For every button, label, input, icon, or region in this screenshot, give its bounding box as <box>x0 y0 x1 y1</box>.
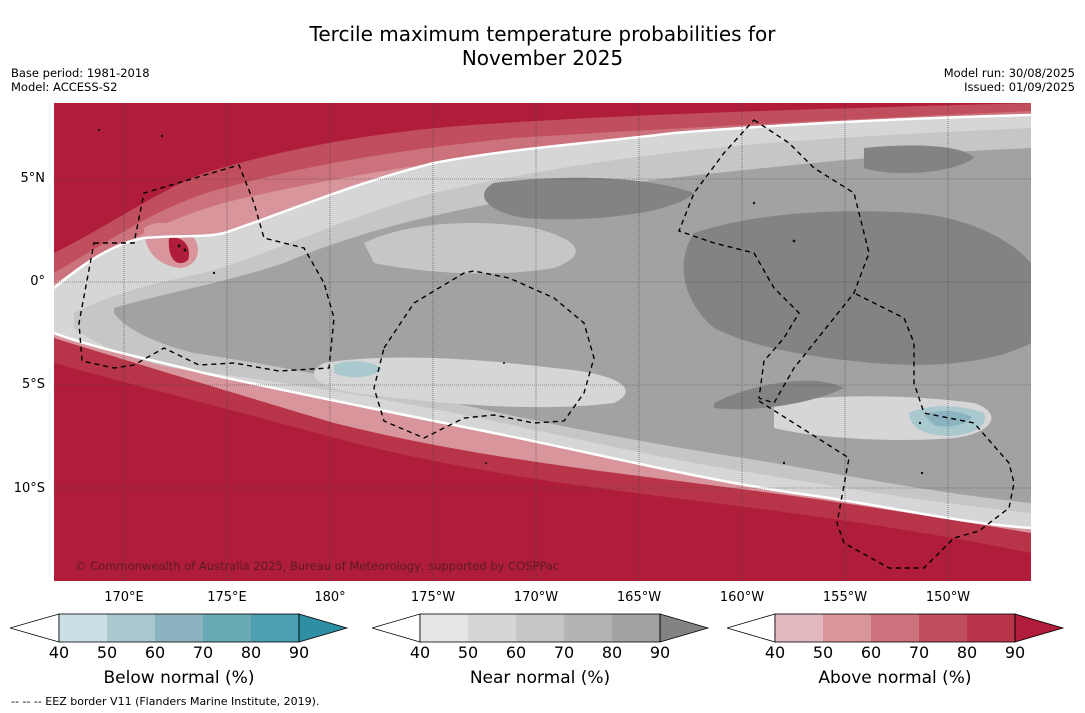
above-band-90 <box>54 363 1031 581</box>
title-line-1: Tercile maximum temperature probabilitie… <box>309 22 776 46</box>
copyright-credit: © Commonwealth of Australia 2025, Bureau… <box>75 559 560 573</box>
above-blob-inner <box>168 237 190 264</box>
islands <box>97 128 924 475</box>
tick-below-90: 90 <box>288 643 310 662</box>
colorbar-swatch <box>155 614 203 642</box>
colorbar-swatch <box>298 613 349 643</box>
lon-label-165w: 165°W <box>616 590 662 605</box>
near-band-90-north <box>484 177 694 220</box>
title-line-2: November 2025 <box>461 46 624 70</box>
lon-label-170w: 170°W <box>513 590 559 605</box>
probability-map <box>54 103 1031 581</box>
lon-label-150w: 150°W <box>925 590 971 605</box>
colorbar-swatch <box>919 614 967 642</box>
lat-label-5s: 5°S <box>21 377 45 392</box>
colorbar-swatch <box>871 614 919 642</box>
colorbar-swatch <box>107 614 155 642</box>
colorbar-swatch <box>775 614 823 642</box>
colorbar-swatch <box>420 614 468 642</box>
near-band-60-patch <box>364 223 576 274</box>
meta-right: Model run: 30/08/2025 Issued: 01/09/2025 <box>944 66 1075 94</box>
colorbar-swatch <box>564 614 612 642</box>
colorbar-swatch <box>59 614 107 642</box>
lon-label-155w: 155°W <box>822 590 868 605</box>
colorbar-swatch <box>251 614 299 642</box>
eez-west <box>78 164 335 372</box>
tick-below-50: 50 <box>96 643 118 662</box>
tick-below-80: 80 <box>240 643 262 662</box>
lat-label-5n: 5°N <box>20 171 46 186</box>
lon-label-175w: 175°W <box>410 590 456 605</box>
lon-label-170e: 170°E <box>104 590 144 605</box>
tick-above-70: 70 <box>908 643 930 662</box>
map-title: Tercile maximum temperature probabilitie… <box>0 22 1085 70</box>
contour-south <box>54 331 1031 530</box>
below-normal-patch-west <box>334 361 382 378</box>
tick-above-90: 90 <box>1004 643 1026 662</box>
colorbar-swatch <box>1014 613 1065 643</box>
colorbar-swatch <box>516 614 564 642</box>
tick-below-40: 40 <box>48 643 70 662</box>
tick-above-50: 50 <box>812 643 834 662</box>
colorbar-swatch <box>612 614 660 642</box>
colorbar-above-normal <box>727 613 1065 643</box>
contour-north <box>54 113 1031 289</box>
colorbar-swatch <box>659 613 710 643</box>
issued-date: Issued: 01/09/2025 <box>964 80 1075 94</box>
tick-below-70: 70 <box>192 643 214 662</box>
tick-near-70: 70 <box>553 643 575 662</box>
colorbar-label-near: Near normal (%) <box>469 668 611 688</box>
tick-near-90: 90 <box>649 643 671 662</box>
tick-above-60: 60 <box>860 643 882 662</box>
tick-below-60: 60 <box>144 643 166 662</box>
lon-label-175e: 175°E <box>207 590 247 605</box>
model-run: Model run: 30/08/2025 <box>943 66 1075 80</box>
colorbar-swatch <box>967 614 1015 642</box>
tick-near-40: 40 <box>409 643 431 662</box>
near-band-90-east <box>683 211 1031 365</box>
eez-borders <box>78 119 1015 569</box>
lon-label-180: 180° <box>314 590 346 605</box>
colorbar-swatch <box>468 614 516 642</box>
near-band-90-ne <box>864 145 974 174</box>
colorbar-label-above: Above normal (%) <box>818 668 972 688</box>
eez-east-north <box>678 119 870 404</box>
colorbar-swatch <box>823 614 871 642</box>
tick-near-60: 60 <box>505 643 527 662</box>
lat-label-10s: 10°S <box>13 481 45 496</box>
eez-central <box>373 270 595 439</box>
eez-footnote: -- -- -- EEZ border V11 (Flanders Marine… <box>11 695 320 708</box>
tick-near-50: 50 <box>457 643 479 662</box>
model-name: Model: ACCESS-S2 <box>11 80 118 94</box>
tick-above-40: 40 <box>764 643 786 662</box>
colorbar-swatch <box>203 614 251 642</box>
near-band-50-patch <box>314 357 626 408</box>
colorbar-label-below: Below normal (%) <box>103 668 255 688</box>
base-period: Base period: 1981-2018 <box>11 66 150 80</box>
tick-near-80: 80 <box>601 643 623 662</box>
tick-above-80: 80 <box>956 643 978 662</box>
colorbar-below-normal <box>10 613 349 643</box>
lon-label-160w: 160°W <box>719 590 765 605</box>
lat-label-0: 0° <box>30 274 45 289</box>
graticule <box>54 103 1031 581</box>
meta-left: Base period: 1981-2018 Model: ACCESS-S2 <box>11 66 150 94</box>
colorbar-near-normal <box>372 613 710 643</box>
